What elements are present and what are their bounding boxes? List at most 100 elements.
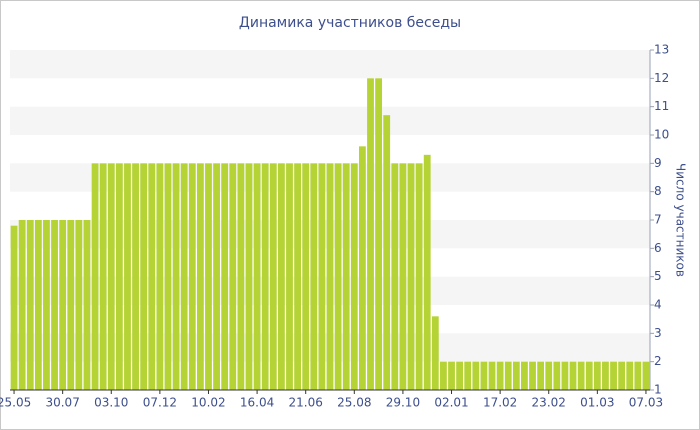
bar [124,163,131,390]
bar [375,78,383,390]
y-tick-label: 11 [654,99,669,113]
bar [504,361,512,390]
x-tick-label: 17.02 [483,396,517,410]
bar [245,163,253,390]
bar [342,163,350,390]
bar [456,361,464,390]
bar [253,163,261,390]
bar [67,220,75,390]
bar [156,163,164,390]
bar [188,163,196,390]
bar [294,163,301,390]
bar [383,115,391,391]
bar [529,361,536,390]
bar [18,220,26,390]
bar [26,220,34,390]
bar [91,163,99,390]
bar [334,163,342,390]
bar [521,361,528,390]
bar [302,163,310,390]
bar [488,361,496,390]
x-tick-label: 03.10 [94,396,128,410]
bar [440,361,447,390]
bar [107,163,115,390]
bar [642,361,650,390]
bar [391,163,399,390]
bar [75,220,83,390]
y-tick-label: 6 [654,241,662,255]
bar [51,220,58,390]
bar [561,361,569,390]
bar [626,361,634,390]
bar [261,163,269,390]
y-tick-label: 3 [654,326,662,340]
bar [213,163,220,390]
bar [286,163,293,390]
bar [59,220,67,390]
x-tick-label: 10.02 [191,396,225,410]
y-axis-label: Число участников [674,163,688,277]
bar [553,361,561,390]
bar [10,225,18,390]
y-tick-label: 5 [654,269,662,283]
bar [99,163,107,390]
x-tick-label: 23.02 [532,396,566,410]
bar [269,163,277,390]
y-tick-label: 8 [654,184,662,198]
grid-band [10,106,650,135]
bar [423,154,431,390]
bar [83,220,91,390]
chart-title: Динамика участников беседы [239,15,461,31]
bar [415,163,423,390]
y-tick-label: 2 [654,354,662,368]
bar [148,163,156,390]
bar [221,163,229,390]
bar [43,220,50,390]
bar [545,361,553,390]
bar [34,220,42,390]
bar [618,361,626,390]
bar [277,163,285,390]
bar [140,163,148,390]
bar [326,163,334,390]
x-tick-label: 30.07 [45,396,79,410]
bar [448,361,455,390]
bar [585,361,593,390]
bar [407,163,415,390]
x-tick-label: 07.03 [629,396,663,410]
bar [229,163,237,390]
bar [359,146,366,390]
bar [480,361,488,390]
x-tick-label: 07.12 [143,396,177,410]
x-tick-label: 29.10 [386,396,420,410]
bar [569,361,577,390]
y-tick-label: 13 [654,43,669,57]
x-tick-label: 02.01 [434,396,468,410]
bar [464,361,472,390]
bar [512,361,520,390]
bar [350,163,358,390]
bar [577,361,585,390]
bar [164,163,172,390]
y-tick-label: 1 [654,383,662,397]
bar [237,163,245,390]
y-tick-label: 12 [654,71,669,85]
y-tick-label: 4 [654,298,662,312]
bar [634,361,642,390]
x-tick-label: 01.03 [580,396,614,410]
bar [172,163,180,390]
x-tick-label: 25.08 [337,396,371,410]
bar [180,163,188,390]
bar [196,163,204,390]
x-tick-label: 16.04 [240,396,274,410]
bar [367,78,374,390]
bar [318,163,326,390]
x-tick-label: 21.06 [289,396,323,410]
bar [602,361,609,390]
bar [205,163,212,390]
y-tick-label: 7 [654,213,662,227]
bar [431,316,439,390]
x-tick-label: 25.05 [0,396,31,410]
bar [115,163,123,390]
